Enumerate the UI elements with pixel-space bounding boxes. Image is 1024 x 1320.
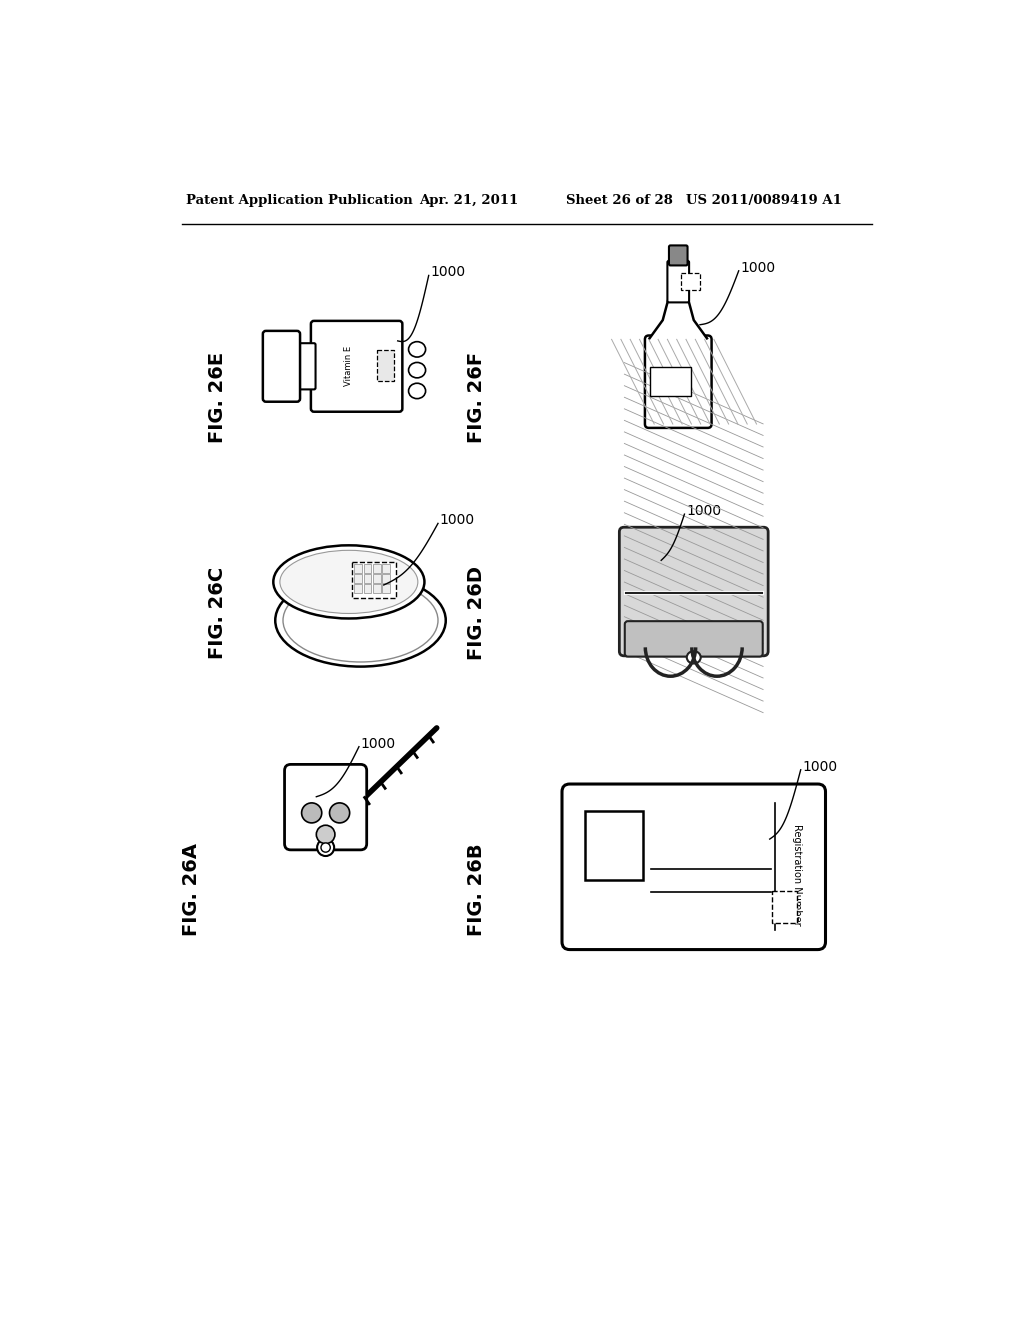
FancyBboxPatch shape xyxy=(668,261,689,302)
Polygon shape xyxy=(649,297,708,339)
Text: 1000: 1000 xyxy=(740,261,775,275)
Bar xyxy=(354,564,362,573)
Ellipse shape xyxy=(409,383,426,399)
Ellipse shape xyxy=(321,843,331,853)
Text: 1000: 1000 xyxy=(439,513,475,527)
Text: Apr. 21, 2011: Apr. 21, 2011 xyxy=(419,194,518,207)
Ellipse shape xyxy=(317,840,334,855)
Text: US 2011/0089419 A1: US 2011/0089419 A1 xyxy=(686,194,842,207)
FancyBboxPatch shape xyxy=(645,335,712,428)
Text: Registration Number: Registration Number xyxy=(792,824,802,925)
Ellipse shape xyxy=(409,363,426,378)
Bar xyxy=(364,574,372,582)
Text: FIG. 26B: FIG. 26B xyxy=(467,843,486,936)
FancyBboxPatch shape xyxy=(681,273,700,290)
Bar xyxy=(354,574,362,582)
Ellipse shape xyxy=(275,574,445,667)
Bar xyxy=(373,585,381,593)
Text: 1000: 1000 xyxy=(430,265,465,280)
Text: Name: Name xyxy=(653,896,682,906)
Text: Sheet 26 of 28: Sheet 26 of 28 xyxy=(566,194,673,207)
Ellipse shape xyxy=(687,651,700,664)
Text: 1000: 1000 xyxy=(802,760,838,774)
FancyBboxPatch shape xyxy=(311,321,402,412)
FancyBboxPatch shape xyxy=(352,562,396,598)
Text: Patent Application Publication: Patent Application Publication xyxy=(186,194,413,207)
FancyBboxPatch shape xyxy=(669,246,687,265)
Ellipse shape xyxy=(283,578,438,663)
Bar xyxy=(373,564,381,573)
Ellipse shape xyxy=(316,825,335,843)
Ellipse shape xyxy=(273,545,424,619)
Bar xyxy=(382,564,390,573)
Text: FIG. 26A: FIG. 26A xyxy=(182,843,201,936)
FancyBboxPatch shape xyxy=(562,784,825,949)
Ellipse shape xyxy=(330,803,349,822)
Text: 1000: 1000 xyxy=(360,737,395,751)
FancyBboxPatch shape xyxy=(377,350,394,381)
Bar xyxy=(586,810,643,880)
FancyBboxPatch shape xyxy=(625,622,763,656)
Ellipse shape xyxy=(409,342,426,358)
FancyBboxPatch shape xyxy=(650,367,690,396)
Ellipse shape xyxy=(280,550,418,614)
Bar xyxy=(364,585,372,593)
Ellipse shape xyxy=(302,803,322,822)
Bar xyxy=(382,585,390,593)
Text: FIG. 26D: FIG. 26D xyxy=(467,566,486,660)
FancyBboxPatch shape xyxy=(620,527,768,656)
FancyBboxPatch shape xyxy=(263,331,300,401)
Text: address: address xyxy=(653,873,691,883)
Text: 1000: 1000 xyxy=(686,504,721,517)
Bar xyxy=(373,574,381,582)
Text: Vitamin E: Vitamin E xyxy=(344,346,353,387)
FancyBboxPatch shape xyxy=(772,891,797,924)
Bar xyxy=(354,585,362,593)
Bar xyxy=(382,574,390,582)
Bar xyxy=(364,564,372,573)
Text: FIG. 26E: FIG. 26E xyxy=(208,351,226,442)
FancyBboxPatch shape xyxy=(285,764,367,850)
Text: FIG. 26C: FIG. 26C xyxy=(208,566,226,659)
Text: FIG. 26F: FIG. 26F xyxy=(467,351,486,442)
FancyBboxPatch shape xyxy=(295,343,315,389)
